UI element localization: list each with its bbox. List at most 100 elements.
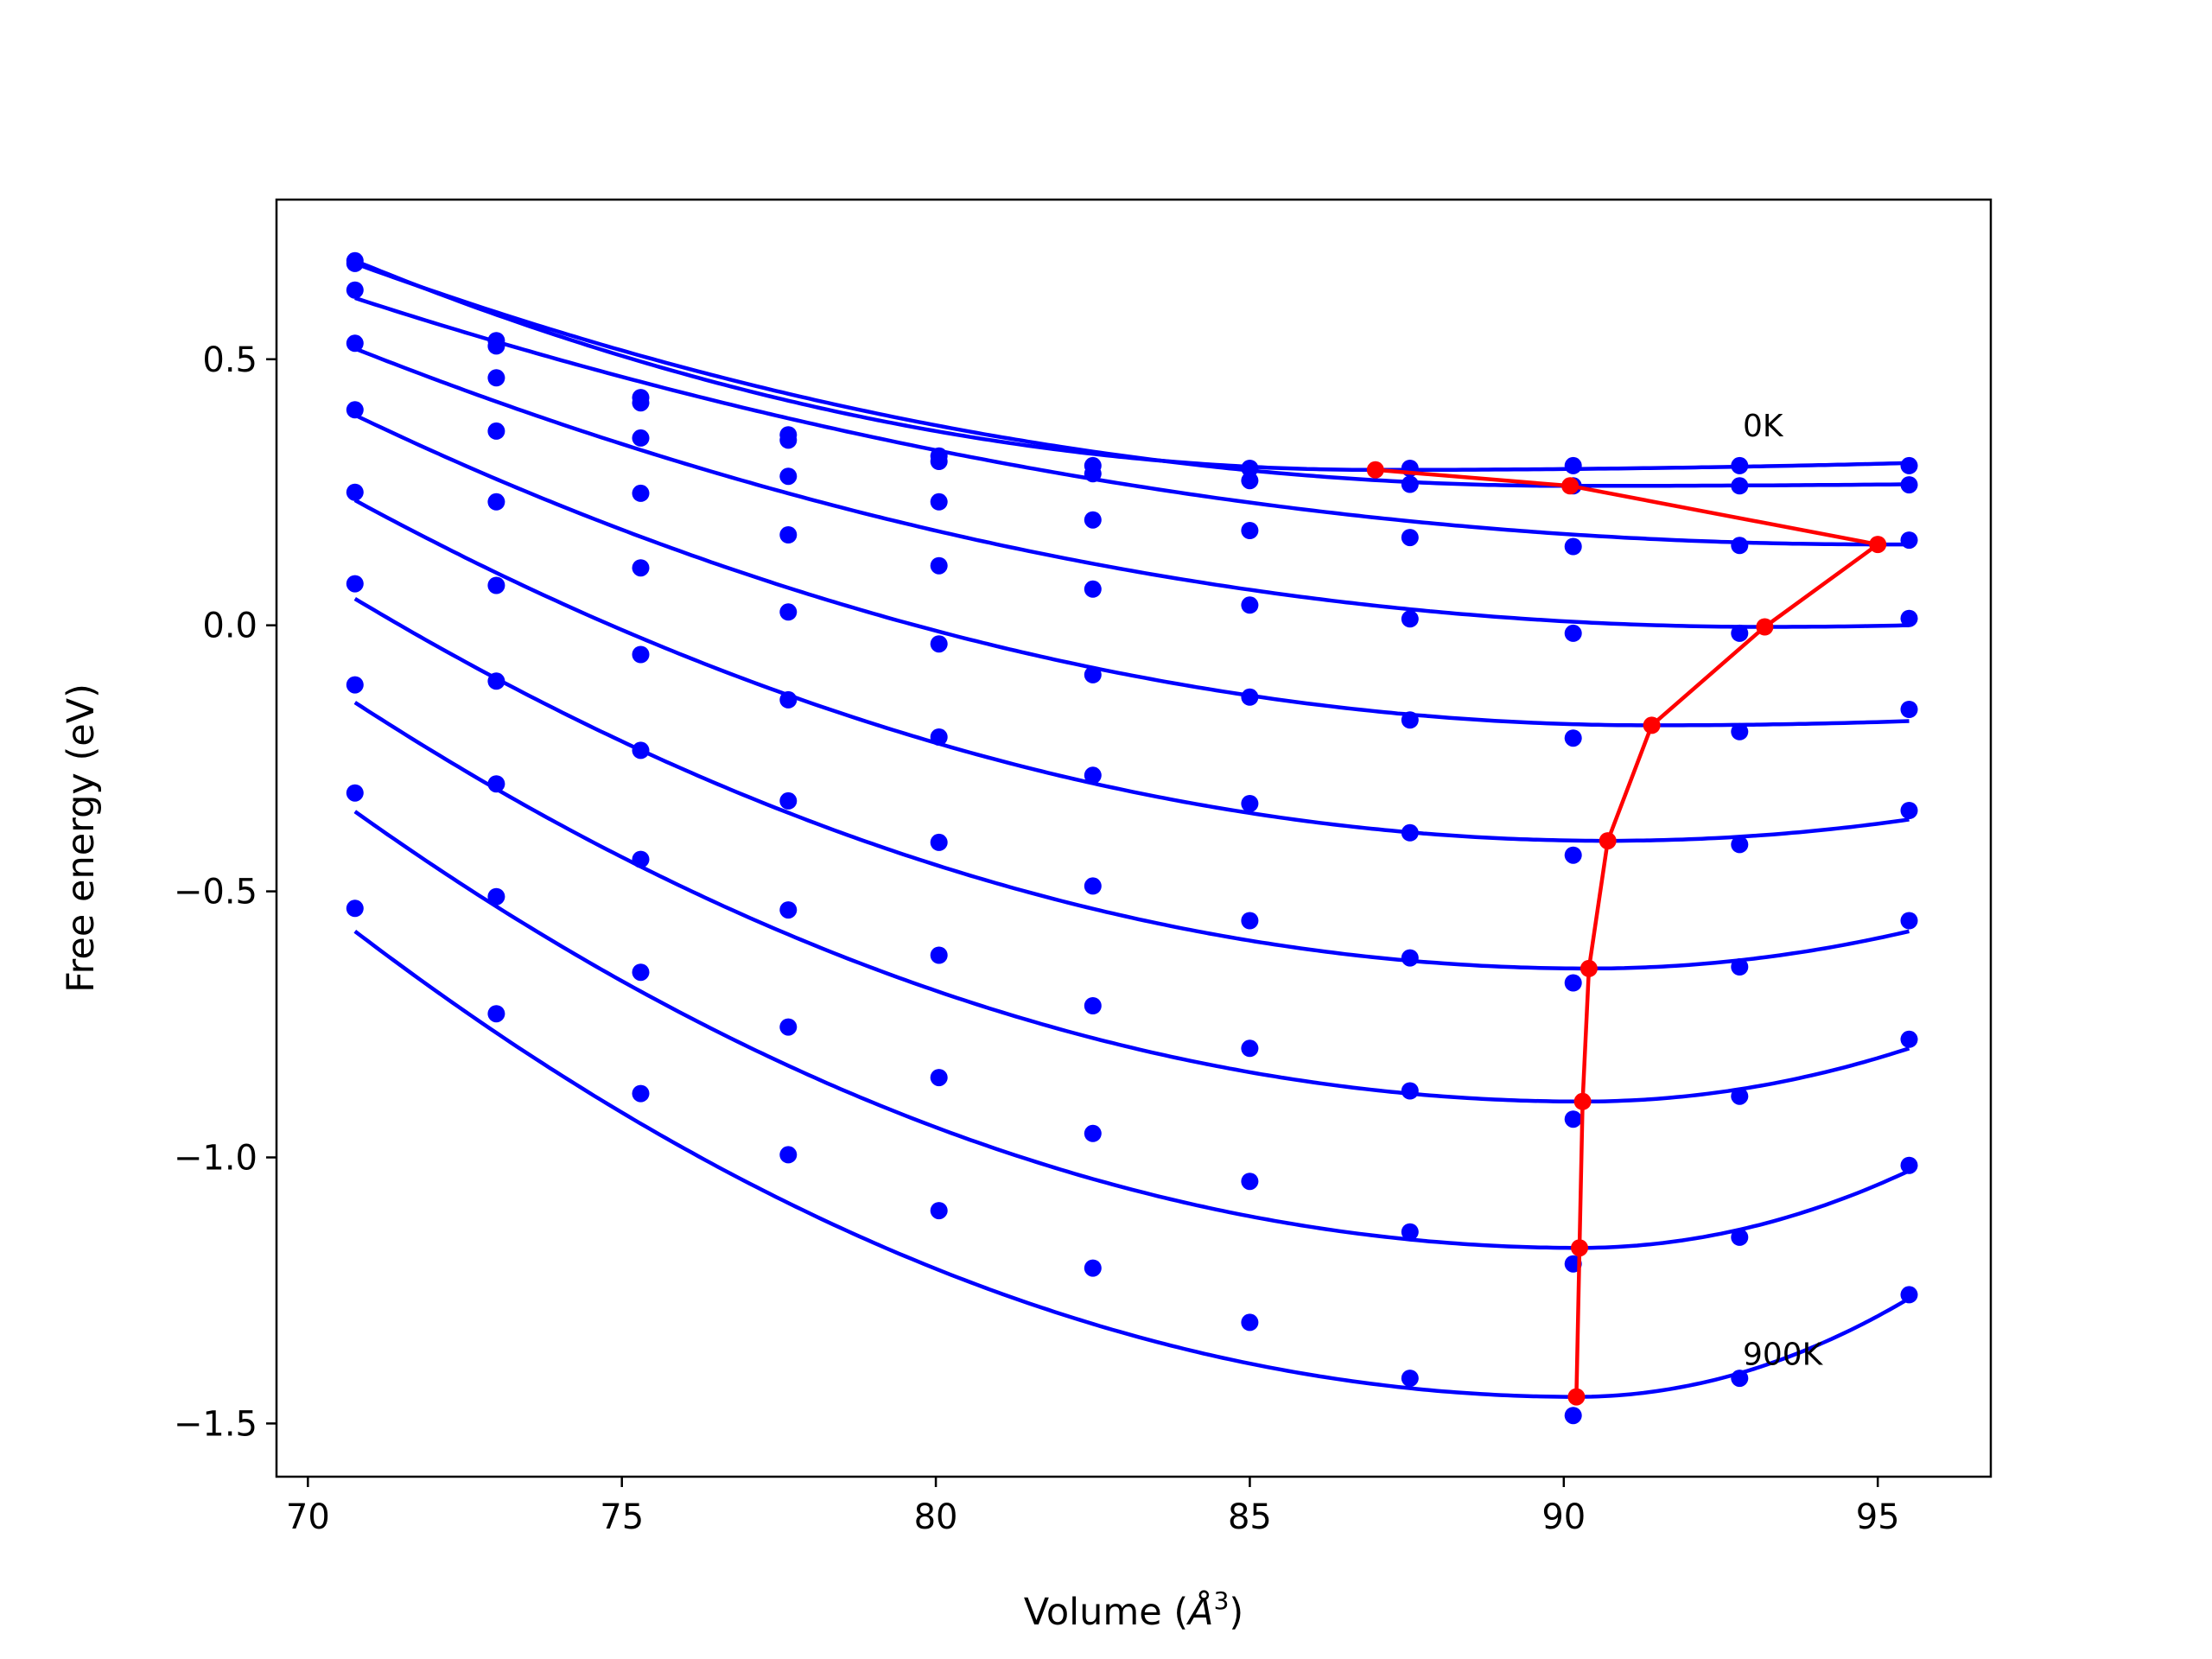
data-point-s5-6 [1084, 665, 1102, 683]
data-point-s3-10 [1731, 537, 1749, 555]
data-point-s7-6 [1084, 877, 1102, 895]
data-point-s9-7 [1241, 1173, 1259, 1191]
y-tick-label: −1.0 [174, 1139, 257, 1179]
data-point-s2-2 [487, 337, 505, 355]
data-point-s8-6 [1084, 997, 1102, 1014]
data-point-s9-1 [346, 784, 364, 802]
data-point-s7-10 [1731, 958, 1749, 976]
fit-curve-6 [353, 498, 1910, 843]
minimum-point-3 [1869, 536, 1887, 554]
data-point-s4-7 [1241, 596, 1259, 614]
data-point-s3-4 [779, 467, 798, 486]
data-point-s10-8 [1401, 1370, 1419, 1388]
data-point-s4-8 [1401, 610, 1419, 628]
data-point-s9-6 [1084, 1124, 1102, 1142]
minimum-point-2 [1561, 477, 1580, 495]
plot-area-frame [275, 198, 1993, 1478]
data-point-s1-11 [1900, 456, 1918, 474]
annotation-0k: 0K [1743, 409, 1784, 444]
data-point-s5-5 [930, 635, 948, 653]
data-point-s2-1 [346, 254, 364, 272]
data-point-s3-6 [1084, 511, 1102, 529]
data-point-s5-4 [779, 603, 798, 621]
data-point-s7-11 [1900, 912, 1918, 930]
data-point-s6-8 [1401, 823, 1419, 842]
data-point-s4-3 [632, 484, 650, 502]
minimum-path-line [1375, 467, 1880, 1397]
x-axis-ticks: 70 75 80 85 90 95 [286, 1477, 1900, 1537]
data-point-s10-6 [1084, 1259, 1102, 1277]
data-point-s10-3 [632, 1084, 650, 1103]
data-point-s4-11 [1900, 609, 1918, 627]
data-point-s6-1 [346, 483, 364, 501]
data-point-s10-9 [1564, 1407, 1582, 1425]
fit-curve-10 [353, 930, 1910, 1399]
y-tick-label: 0.5 [202, 340, 257, 380]
minimum-point-1 [1366, 461, 1384, 479]
minimum-point-9 [1571, 1239, 1588, 1257]
minimum-point-7 [1580, 959, 1598, 977]
data-point-s8-10 [1731, 1087, 1749, 1105]
x-tick-label: 95 [1856, 1497, 1900, 1537]
data-point-s4-4 [779, 526, 798, 543]
data-point-s2-10 [1731, 477, 1749, 495]
minimum-point-5 [1643, 716, 1661, 734]
data-point-s2-11 [1900, 476, 1918, 494]
data-point-s5-11 [1900, 701, 1918, 718]
data-point-s10-4 [779, 1146, 798, 1164]
minimum-point-4 [1756, 618, 1774, 636]
data-points-layer [346, 251, 1918, 1425]
data-point-s6-2 [487, 576, 505, 594]
y-axis-ticks: 0.5 0.0 −0.5 −1.0 −1.5 [174, 340, 276, 1444]
data-point-s4-1 [346, 334, 364, 353]
data-point-s2-5 [930, 453, 948, 470]
data-point-s3-11 [1900, 531, 1918, 550]
data-point-s6-5 [930, 728, 948, 746]
fit-curve-3 [354, 296, 1910, 547]
x-tick-label: 85 [1228, 1497, 1272, 1537]
data-point-s8-7 [1241, 1039, 1259, 1058]
data-point-s3-2 [487, 369, 505, 387]
data-point-s6-10 [1731, 836, 1749, 854]
data-point-s2-4 [779, 431, 798, 449]
x-axis-label: Volume (Å3) [1024, 1586, 1243, 1634]
data-point-s6-6 [1084, 766, 1102, 785]
x-tick-label: 70 [286, 1497, 330, 1537]
data-point-s9-2 [487, 887, 505, 906]
data-point-s9-11 [1900, 1156, 1918, 1174]
data-point-s7-7 [1241, 912, 1259, 930]
data-point-s5-1 [346, 401, 364, 419]
data-point-s3-8 [1401, 529, 1419, 547]
data-point-s3-5 [930, 493, 948, 511]
data-point-s5-9 [1564, 729, 1582, 747]
data-point-s9-8 [1401, 1223, 1419, 1241]
data-point-s8-1 [346, 676, 364, 694]
minimum-path-layer [1366, 461, 1887, 1406]
data-point-s2-3 [632, 394, 650, 412]
data-point-s3-3 [632, 429, 650, 447]
data-point-s10-10 [1731, 1370, 1749, 1388]
data-point-s7-3 [632, 741, 650, 760]
data-point-s9-5 [930, 1069, 948, 1087]
y-tick-label: −1.5 [174, 1404, 257, 1444]
minimum-point-6 [1599, 832, 1617, 850]
data-point-s4-2 [487, 422, 505, 440]
data-point-s10-2 [487, 1005, 505, 1023]
data-point-s6-4 [779, 690, 798, 709]
fit-curve-8 [353, 701, 1910, 1104]
data-point-s7-5 [930, 833, 948, 851]
data-point-s5-3 [632, 559, 650, 577]
data-point-s3-7 [1241, 522, 1259, 539]
data-point-s8-11 [1900, 1030, 1918, 1048]
data-point-s7-9 [1564, 974, 1582, 992]
fit-curve-7 [353, 596, 1910, 971]
fit-curve-9 [353, 810, 1910, 1250]
data-point-s5-8 [1401, 711, 1419, 729]
data-point-s9-3 [632, 963, 650, 982]
data-point-s10-7 [1241, 1313, 1259, 1332]
data-point-s5-2 [487, 493, 505, 511]
x-tick-label: 90 [1541, 1497, 1586, 1537]
data-point-s7-1 [346, 575, 364, 593]
